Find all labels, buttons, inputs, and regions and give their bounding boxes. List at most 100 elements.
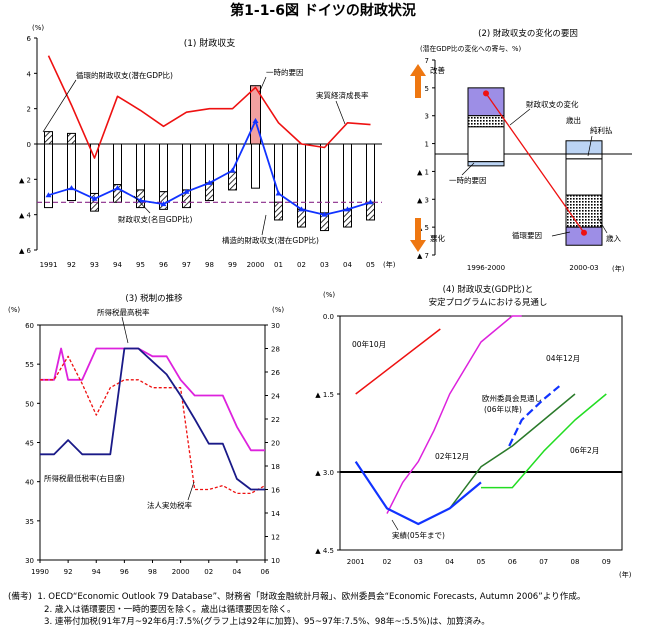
p2-change-marker: [581, 229, 587, 236]
p1-cyclical-bar: [274, 201, 283, 221]
p2-leader-revenue: [597, 217, 608, 234]
p3-ytick-right-label: 26: [271, 369, 280, 377]
note-3: 3. 連帯付加税(91年7月~92年6月:7.5%(グラフ上は92年に加算)、9…: [44, 617, 490, 627]
p4-line-0010: [355, 328, 441, 395]
p3-leader-corp: [187, 481, 195, 501]
p1-title: (1) 財政収支: [184, 37, 236, 49]
p3-xtick-label: 2000: [172, 568, 190, 576]
p4-label-0212: 02年12月: [435, 451, 469, 461]
p3-label-top: 所得税最高税率: [97, 307, 150, 317]
p1-balance-marker: [114, 185, 121, 191]
p4-xtick-label: 07: [539, 558, 548, 566]
p3-xtick-label: 1990: [31, 568, 49, 576]
p4-leader-actual: [391, 519, 399, 531]
p1-growth-line: [47, 55, 371, 159]
p1-xtick-label: 98: [205, 261, 214, 269]
p4-xtick-label: 05: [477, 558, 486, 566]
p2-ytick-label: 3: [425, 113, 429, 121]
p1-total-bar: [67, 143, 76, 202]
p1-cyclical-bar: [343, 208, 352, 228]
p2-bar2-expend: [565, 140, 603, 155]
p4-xtick-label: 04: [445, 558, 454, 566]
p3-ytick-right-label: 14: [271, 510, 280, 518]
p3-label-low: 所得税最低税率(右目盛): [44, 473, 125, 483]
p3-ytick-left-label: 45: [25, 440, 34, 448]
p1-total-bar: [343, 143, 352, 210]
p1-leader-cyclical: [42, 79, 77, 133]
p3-ytick-right-label: 30: [271, 322, 280, 330]
p1-cyclical-bar: [159, 191, 168, 210]
p1-label-cyclical: 循環的財政収支(潜在GDP比): [76, 70, 173, 80]
p4-frame: [339, 315, 623, 551]
p1-total-bar: [136, 143, 145, 191]
p2-ytick-label: 5: [425, 85, 429, 93]
p4-label-actual: 実績(05年まで): [392, 530, 445, 540]
p2-bar2-cyclical: [565, 194, 603, 228]
p1-xtick-label: 2000: [247, 261, 265, 269]
p2-bar2-revenue: [565, 226, 603, 246]
p3-ytick-left-label: 60: [25, 322, 34, 330]
p4-ytick-label: ▲ 4.5: [315, 547, 334, 555]
p4-xtick-label: 09: [602, 558, 611, 566]
p2-bar2-interest: [565, 153, 603, 160]
p3-corp-rate-line: [40, 355, 266, 495]
p4-line-ec: [508, 385, 561, 447]
p1-total-bar: [205, 143, 214, 184]
p3-xtick-label: 96: [120, 568, 129, 576]
p1-label-structural: 構造的財政収支(潜在GDP比): [222, 235, 319, 245]
p2-down-arrow: [410, 218, 426, 252]
p1-total-bar: [366, 143, 375, 203]
p1-balance-marker: [275, 190, 282, 196]
p2-change-marker: [483, 90, 489, 97]
p1-ytick-label: 4: [27, 70, 32, 78]
p2-xtick-label: 2000-03: [569, 264, 598, 272]
p2-label-worsen: 悪化: [430, 233, 445, 243]
p2-label-improve: 改善: [430, 65, 445, 75]
notes-block: (備考) 1. OECD“Economic Outlook 79 Databas…: [8, 591, 586, 629]
notes-head: (備考): [8, 592, 32, 602]
p1-balance-marker: [229, 167, 236, 173]
p4-line-actual: [354, 460, 482, 526]
p1-xtick-label: 93: [90, 261, 99, 269]
p1-ytick-label: ▲ 2: [19, 176, 31, 184]
p3-ytick-left-label: 40: [25, 479, 34, 487]
p1-xtick-label: 94: [113, 261, 122, 269]
p1-xtick-label: 1991: [40, 261, 58, 269]
p1-balance-marker: [321, 211, 328, 217]
p4-label-0412: 04年12月: [546, 353, 580, 363]
p4-label-0010: 00年10月: [352, 339, 386, 349]
p1-xtick-label: 96: [159, 261, 168, 269]
p1-label-onetime: 一時的要因: [266, 67, 304, 77]
p2-leader-change: [509, 108, 531, 126]
p3-ytick-right-label: 20: [271, 440, 280, 448]
p2-bar1-expend: [467, 126, 505, 163]
p1-total-bar: [113, 143, 122, 186]
p3-ytick-left-label: 35: [25, 518, 34, 526]
p3-xtick-label: 06: [261, 568, 270, 576]
p4-line-0412: [449, 393, 576, 509]
p3-top-rate-line: [40, 347, 265, 452]
p1-balance-marker: [45, 192, 52, 198]
p1-balance-marker: [68, 185, 75, 191]
p1-balance-marker: [344, 206, 351, 212]
p3-xtick-label: 98: [148, 568, 157, 576]
p1-xtick-label: 05: [366, 261, 375, 269]
p3-low-rate-line: [40, 347, 265, 491]
p2-label-onetime: 一時的要因: [449, 175, 487, 185]
p4-xunit: (年): [619, 570, 632, 579]
p1-cyclical-bar: [297, 208, 306, 228]
p3-ytick-right-label: 16: [271, 487, 280, 495]
p1-total-bar: [44, 143, 53, 209]
p2-leader-onetime: [461, 162, 475, 176]
p1-balance-marker: [183, 188, 190, 194]
p1-total-bar: [251, 143, 260, 189]
p1-leader-growth: [335, 100, 346, 125]
p2-ytick-label: 1: [425, 141, 429, 149]
p1-ytick-label: 6: [27, 35, 32, 43]
p1-leader-onetime: [259, 76, 267, 93]
p1-ytick-label: ▲ 6: [19, 247, 32, 255]
p4-subtitle: 安定プログラムにおける見通し: [429, 297, 548, 308]
p2-up-arrow: [410, 64, 426, 98]
p2-label-cyclical: 循環要因: [512, 230, 542, 240]
p3-ytick-left-label: 55: [25, 361, 34, 369]
